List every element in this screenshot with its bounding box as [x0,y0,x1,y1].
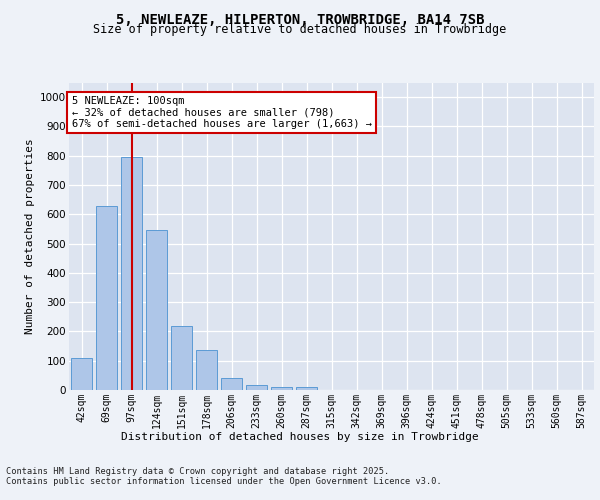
Y-axis label: Number of detached properties: Number of detached properties [25,138,35,334]
Text: Contains public sector information licensed under the Open Government Licence v3: Contains public sector information licen… [6,478,442,486]
Bar [71,358,92,390]
Text: 5 NEWLEAZE: 100sqm
← 32% of detached houses are smaller (798)
67% of semi-detach: 5 NEWLEAZE: 100sqm ← 32% of detached hou… [71,96,371,129]
Text: 5, NEWLEAZE, HILPERTON, TROWBRIDGE, BA14 7SB: 5, NEWLEAZE, HILPERTON, TROWBRIDGE, BA14… [116,12,484,26]
Bar [271,387,292,390]
Bar [196,350,217,390]
Bar [96,206,117,390]
Bar [296,387,317,390]
Bar [246,385,267,390]
Bar [221,378,242,390]
Bar [171,326,192,390]
Text: Distribution of detached houses by size in Trowbridge: Distribution of detached houses by size … [121,432,479,442]
Text: Size of property relative to detached houses in Trowbridge: Size of property relative to detached ho… [94,22,506,36]
Text: Contains HM Land Registry data © Crown copyright and database right 2025.: Contains HM Land Registry data © Crown c… [6,468,389,476]
Bar [146,230,167,390]
Bar [121,157,142,390]
